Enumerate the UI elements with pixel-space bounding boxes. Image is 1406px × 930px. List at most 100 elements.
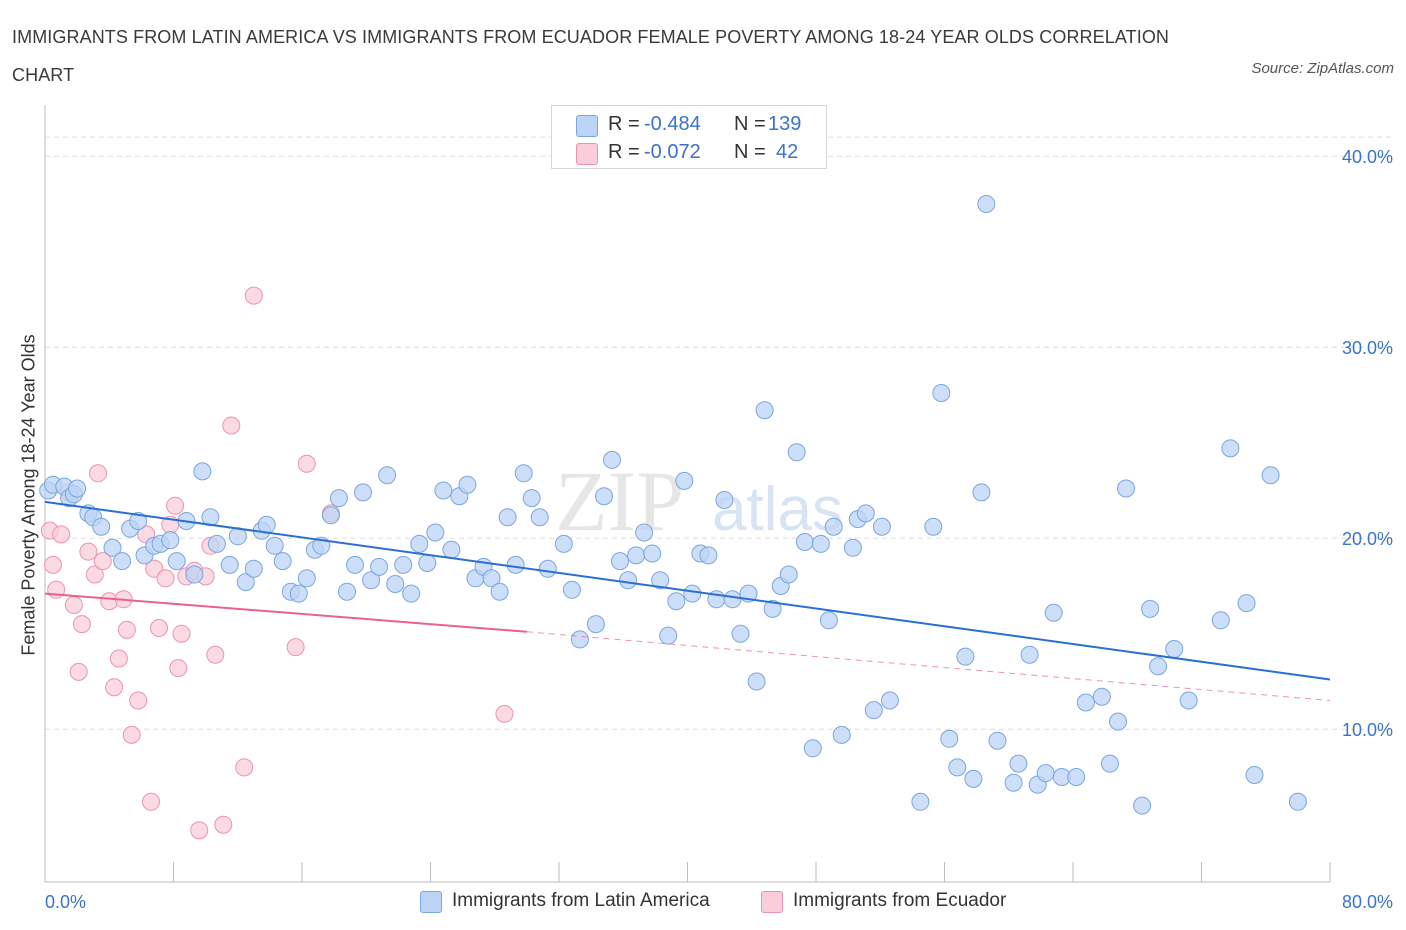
bottom-legend-ecuador: Immigrants from Ecuador: [761, 889, 1041, 915]
latin-america-point: [1009, 754, 1028, 773]
latin-america-point: [1221, 439, 1240, 458]
latin-america-point: [856, 504, 875, 523]
legend-r-label: R =: [608, 113, 640, 135]
y-tick-label: 20.0%: [1342, 529, 1393, 549]
ecuador-point: [206, 645, 225, 664]
latin-america-point: [418, 554, 437, 572]
watermark-atlas: atlas: [712, 475, 843, 544]
latin-america-point: [103, 538, 122, 557]
latin-america-point: [667, 592, 686, 611]
legend-swatch-blue: [576, 115, 598, 137]
latin-america-point: [530, 508, 549, 527]
latin-america-point: [1117, 479, 1135, 498]
ecuador-point: [190, 821, 209, 840]
latin-america-point: [643, 544, 662, 563]
gridlines: [45, 136, 1395, 730]
latin-america-point: [619, 571, 638, 590]
legend-n-label: N =: [734, 113, 766, 135]
latin-america-point: [1092, 687, 1111, 706]
ecuador-point: [166, 496, 185, 515]
ecuador-point: [169, 659, 188, 678]
latin-america-point: [321, 506, 340, 525]
latin-america-point: [167, 552, 186, 571]
latin-america-point: [1004, 773, 1023, 792]
latin-america-point: [1211, 611, 1230, 630]
latin-america-point: [554, 534, 573, 553]
latin-america-point: [779, 565, 798, 584]
latin-america-point: [1149, 657, 1168, 676]
latin-america-point: [562, 580, 581, 599]
legend-r-value: -0.072: [644, 141, 701, 163]
x-tick-label-min: 0.0%: [45, 892, 86, 912]
latin-america-point: [1179, 691, 1198, 710]
latin-america-point: [723, 590, 742, 609]
latin-america-point: [236, 573, 255, 592]
latin-america-point: [1020, 645, 1039, 664]
latin-america-point: [346, 555, 364, 574]
ecuador-point: [172, 624, 191, 643]
watermark: ZIP atlas: [555, 453, 843, 549]
latin-america-point: [378, 466, 397, 485]
latin-america-point: [803, 739, 822, 758]
latin-america-point: [68, 479, 87, 498]
ecuador-point: [156, 569, 175, 588]
ecuador-point: [109, 649, 128, 668]
latin-america-point: [193, 462, 212, 481]
trend-line-latin-america: [44, 500, 1331, 681]
bottom-legend-swatch-blue: [420, 891, 442, 913]
x-tick-label-max: 80.0%: [1342, 892, 1393, 912]
latin-america-point: [1165, 640, 1184, 658]
ecuador-point: [286, 638, 305, 657]
latin-america-point: [514, 464, 533, 483]
latin-america-point: [386, 575, 405, 593]
latin-america-point: [265, 536, 284, 555]
latin-america-point: [940, 729, 959, 748]
latin-america-point: [244, 559, 263, 578]
latin-america-point: [506, 555, 525, 574]
latin-america-point: [113, 552, 132, 571]
latin-america-point: [872, 517, 891, 536]
latin-america-point: [911, 792, 930, 811]
latin-america-point: [787, 443, 806, 462]
latin-america-point: [185, 565, 204, 584]
chart-title: IMMIGRANTS FROM LATIN AMERICA VS IMMIGRA…: [12, 27, 1170, 85]
latin-america-point: [402, 584, 421, 603]
latin-america-point: [948, 758, 967, 777]
latin-america-point: [426, 523, 445, 542]
trend-lines: [44, 500, 1331, 702]
series-latin-america-points: [39, 195, 1307, 815]
x-tick-labels: 0.0% 80.0%: [45, 892, 1393, 912]
latin-america-point: [832, 725, 851, 744]
latin-america-point: [522, 489, 541, 508]
latin-america-point: [482, 569, 501, 588]
ecuador-point: [72, 615, 91, 634]
latin-america-point: [635, 523, 654, 542]
legend-n-label: N =: [734, 141, 766, 163]
ecuador-point: [495, 704, 514, 723]
latin-america-point: [1036, 764, 1055, 783]
latin-america-point: [956, 647, 975, 666]
latin-america-point: [864, 701, 883, 720]
latin-america-point: [731, 624, 750, 643]
latin-america-point: [1133, 796, 1152, 815]
latin-america-point: [370, 557, 389, 576]
latin-america-point: [603, 450, 621, 469]
ecuador-point: [105, 678, 124, 697]
ecuador-point: [297, 454, 316, 473]
latin-america-point: [1141, 599, 1160, 618]
latin-america-point: [699, 546, 718, 565]
latin-america-point: [329, 489, 348, 508]
latin-america-point: [570, 630, 589, 649]
latin-america-point: [161, 531, 180, 550]
latin-america-point: [1237, 594, 1256, 613]
latin-america-point: [627, 546, 646, 565]
ecuador-point: [64, 596, 83, 614]
bottom-legend-latin-america: Immigrants from Latin America: [420, 889, 740, 915]
y-tick-label: 10.0%: [1342, 720, 1393, 740]
latin-america-point: [972, 483, 991, 502]
latin-america-point: [988, 731, 1007, 750]
legend-row-ecuador: R = -0.072 N = 42: [576, 139, 826, 167]
legend-n-value: 139: [768, 113, 802, 135]
latin-america-point: [843, 538, 862, 557]
